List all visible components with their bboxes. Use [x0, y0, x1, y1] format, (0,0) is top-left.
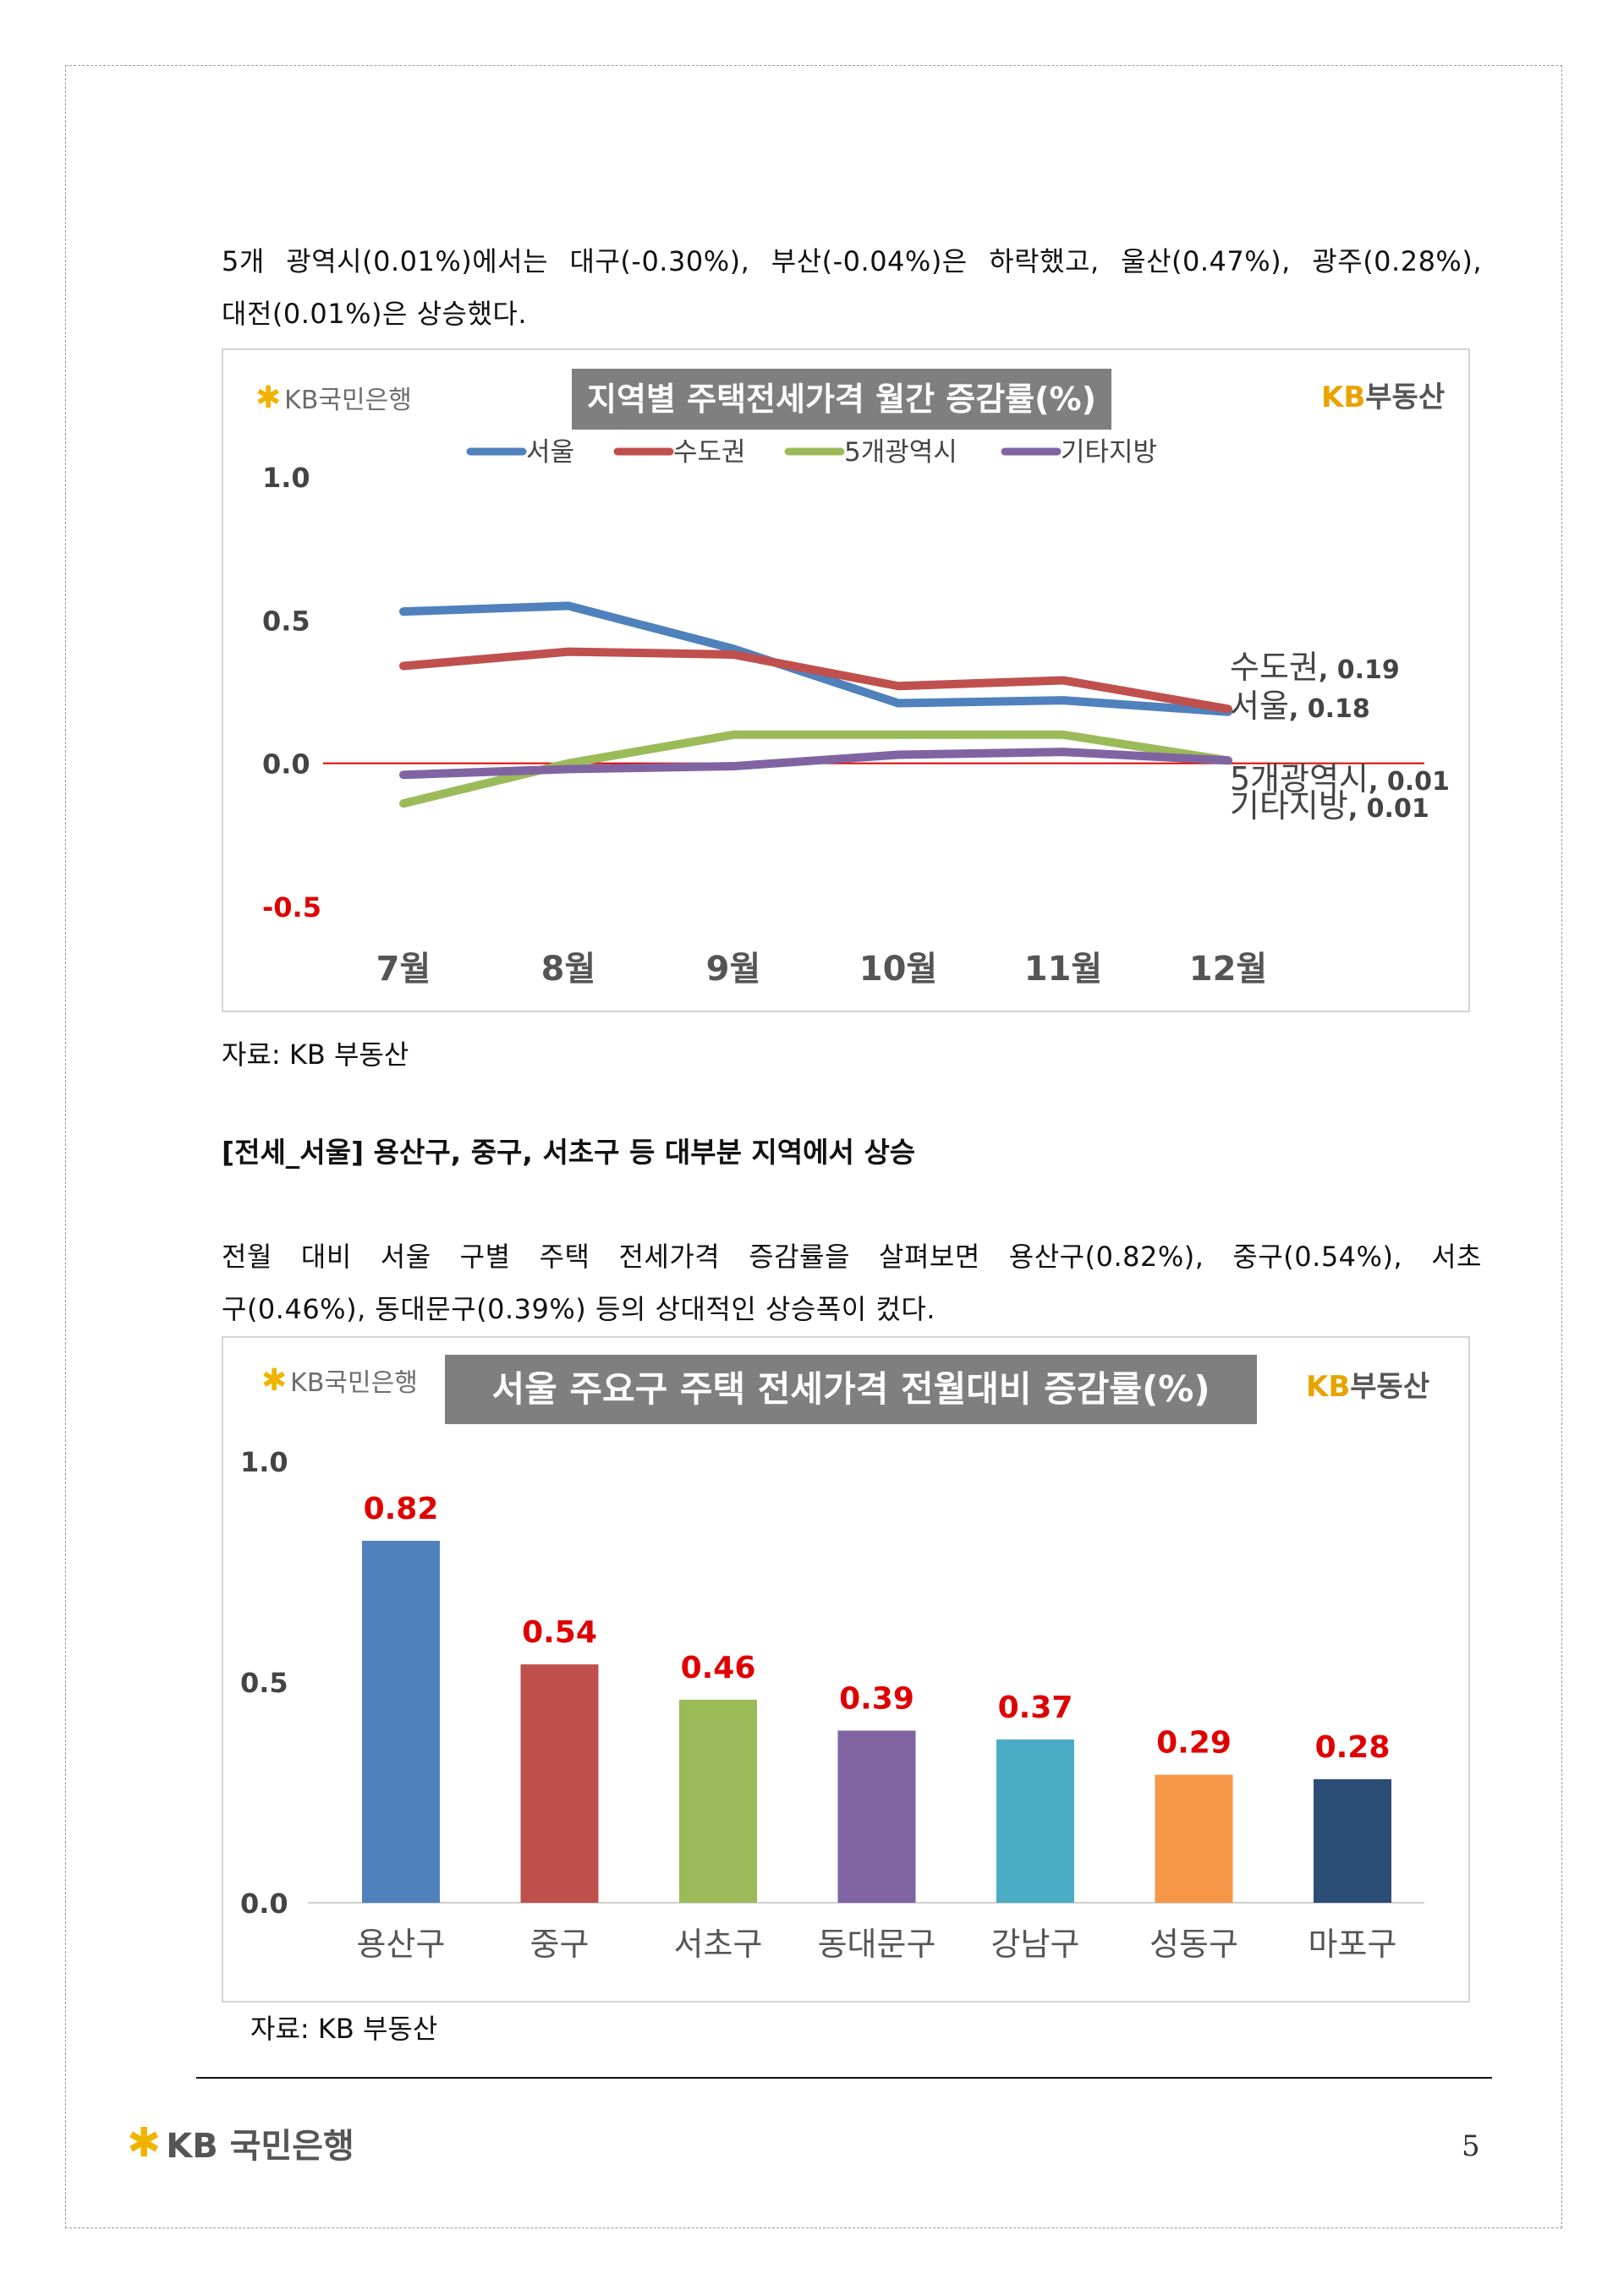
- bar-chart-panel: ✱ KB국민은행 서울 주요구 주택 전세가격 전월대비 증감률(%) KB부동…: [222, 1336, 1470, 2003]
- end-label-value: , 0.01: [1369, 767, 1450, 797]
- y-tick-label: 1.0: [262, 462, 310, 494]
- x-tick-label: 7월: [376, 950, 431, 989]
- chart-title: 지역별 주택전세가격 월간 증감률(%): [572, 369, 1111, 430]
- paragraph-line: 구(0.46%), 동대문구(0.39%) 등의 상대적인 상승폭이 컸다.: [222, 1293, 935, 1325]
- footer-kb-logo: ✱ KB 국민은행: [127, 2118, 354, 2167]
- bar-chart-svg: 1.0 0.5 0.0 0.82 용산구 0.54 중구 0.46 서초구 0.39 동대문구 0.3…: [240, 1446, 1424, 1963]
- bar-value-label: 0.46: [681, 1651, 756, 1685]
- bar-value-label: 0.82: [364, 1492, 439, 1526]
- end-label: 5개광역시, 0.01: [1230, 760, 1450, 797]
- end-label-name: 5개광역시: [1230, 760, 1369, 797]
- kb-realestate-name: 부동산: [1350, 1370, 1430, 1404]
- chart-source-2: 자료: KB 부동산: [250, 2013, 438, 2045]
- bar-value-label: 0.37: [998, 1690, 1073, 1725]
- x-tick-label: 9월: [706, 950, 761, 989]
- kb-star-icon: ✱: [255, 380, 282, 415]
- kb-realestate-name: 부동산: [1365, 381, 1446, 414]
- section-heading: [전세_서울] 용산구, 중구, 서초구 등 대부분 지역에서 상승: [222, 1136, 916, 1169]
- bar-동대문구: [837, 1730, 916, 1903]
- x-tick-label: 성동구: [1149, 1926, 1238, 1963]
- paragraph-line: 전월 대비 서울 구별 주택 전세가격 증감률을 살펴보면 용산구(0.82%)…: [222, 1241, 1482, 1273]
- bar-강남구: [996, 1739, 1074, 1903]
- y-tick-label: 1.0: [240, 1446, 288, 1478]
- y-tick-label: -0.5: [262, 891, 321, 923]
- y-tick-label: 0.0: [262, 748, 310, 781]
- end-label-value: , 0.18: [1289, 694, 1370, 724]
- kb-bank-logo-text: KB국민은행: [290, 1368, 418, 1398]
- paragraph-line: 5개 광역시(0.01%)에서는 대구(-0.30%), 부산(-0.04%)은…: [222, 245, 1482, 277]
- paragraph-seoul-summary: 전월 대비 서울 구별 주택 전세가격 증감률을 살펴보면 용산구(0.82%)…: [222, 1230, 1482, 1335]
- kb-bank-logo: ✱ KB국민은행: [255, 379, 412, 416]
- end-label: 기타지방, 0.01: [1230, 787, 1429, 825]
- line-chart-panel: ✱ KB국민은행 지역별 주택전세가격 월간 증감률(%) KB부동산 1.0 0…: [222, 348, 1470, 1012]
- paragraph-line: 대전(0.01%)은 상승했다.: [222, 298, 528, 330]
- x-tick-label: 용산구: [357, 1926, 446, 1963]
- bar-value-label: 0.29: [1156, 1726, 1232, 1761]
- x-tick-label: 동대문구: [818, 1926, 936, 1963]
- y-tick-label: 0.5: [262, 605, 310, 637]
- kb-bank-logo-text: KB국민은행: [284, 386, 412, 415]
- footer-rule: [196, 2077, 1492, 2079]
- x-tick-label: 11월: [1024, 950, 1102, 989]
- x-tick-label: 12월: [1189, 950, 1267, 989]
- end-label-name: 수도권: [1230, 649, 1319, 686]
- bar-마포구: [1314, 1778, 1391, 1903]
- page-number: 5: [1462, 2129, 1480, 2163]
- series-line-수도권: [399, 647, 1232, 714]
- x-tick-label: 강남구: [991, 1926, 1080, 1963]
- series-line-기타지방: [399, 748, 1232, 780]
- y-tick-label: 0.5: [240, 1667, 288, 1699]
- end-label-name: 기타지방: [1230, 787, 1348, 825]
- kb-realestate-logo: KB부동산: [1321, 374, 1445, 415]
- bar-value-label: 0.54: [522, 1615, 597, 1650]
- end-label: 서울, 0.18: [1230, 688, 1370, 725]
- kb-realestate-kb: KB: [1306, 1370, 1351, 1404]
- footer-kb: KB: [166, 2127, 218, 2166]
- paragraph-regional-summary: 5개 광역시(0.01%)에서는 대구(-0.30%), 부산(-0.04%)은…: [222, 235, 1482, 340]
- legend-label: 기타지방: [1061, 437, 1157, 468]
- legend-label: 5개광역시: [844, 437, 957, 468]
- kb-realestate-kb: KB: [1321, 381, 1366, 414]
- x-tick-label: 중구: [530, 1926, 590, 1963]
- kb-star-icon: ✱: [127, 2119, 162, 2167]
- footer-bank-name: 국민은행: [229, 2127, 354, 2166]
- chart-title: 서울 주요구 주택 전세가격 전월대비 증감률(%): [445, 1355, 1257, 1424]
- series-line-서울: [399, 601, 1232, 716]
- x-tick-label: 마포구: [1309, 1926, 1397, 1963]
- end-label-value: , 0.01: [1348, 794, 1429, 824]
- end-label-value: , 0.19: [1319, 655, 1400, 685]
- footer-kb-text: KB 국민은행: [166, 2118, 354, 2167]
- kb-bank-logo: ✱ KB국민은행: [261, 1362, 418, 1399]
- chart-source-1: 자료: KB 부동산: [222, 1038, 409, 1071]
- y-tick-label: 0.0: [240, 1888, 288, 1920]
- bar-성동구: [1155, 1774, 1233, 1903]
- page-border: [65, 65, 1562, 2228]
- end-label: 수도권, 0.19: [1230, 649, 1400, 686]
- kb-star-icon: ✱: [261, 1362, 288, 1398]
- end-label-name: 서울: [1230, 688, 1289, 725]
- legend-label: 수도권: [673, 437, 746, 468]
- legend-label: 서울: [526, 437, 574, 468]
- bar-value-label: 0.39: [839, 1681, 914, 1716]
- bar-용산구: [362, 1540, 440, 1903]
- kb-realestate-logo: KB부동산: [1306, 1363, 1429, 1405]
- bar-value-label: 0.28: [1315, 1730, 1391, 1765]
- bar-중구: [520, 1664, 599, 1903]
- x-tick-label: 서초구: [674, 1926, 763, 1963]
- bar-서초구: [679, 1699, 757, 1903]
- x-tick-label: 10월: [859, 950, 937, 989]
- x-tick-label: 8월: [541, 950, 596, 989]
